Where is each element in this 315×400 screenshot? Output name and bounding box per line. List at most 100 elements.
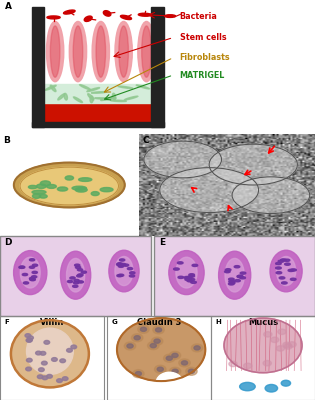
Ellipse shape bbox=[37, 184, 46, 188]
Ellipse shape bbox=[119, 259, 125, 261]
Ellipse shape bbox=[154, 339, 160, 343]
Ellipse shape bbox=[172, 353, 178, 358]
Ellipse shape bbox=[72, 186, 86, 190]
Ellipse shape bbox=[11, 320, 89, 387]
Ellipse shape bbox=[67, 280, 73, 283]
Ellipse shape bbox=[138, 13, 152, 16]
Bar bbox=[32, 7, 44, 127]
Ellipse shape bbox=[47, 374, 52, 378]
Ellipse shape bbox=[232, 177, 310, 214]
Ellipse shape bbox=[160, 379, 167, 383]
Ellipse shape bbox=[240, 277, 245, 279]
Ellipse shape bbox=[174, 268, 179, 270]
Ellipse shape bbox=[32, 194, 41, 198]
Ellipse shape bbox=[78, 274, 83, 276]
Ellipse shape bbox=[170, 377, 176, 381]
Ellipse shape bbox=[130, 272, 135, 274]
Ellipse shape bbox=[92, 22, 110, 82]
Ellipse shape bbox=[229, 278, 234, 280]
Ellipse shape bbox=[265, 384, 278, 392]
Text: D: D bbox=[4, 238, 12, 247]
Ellipse shape bbox=[284, 259, 290, 261]
Ellipse shape bbox=[144, 141, 221, 178]
Ellipse shape bbox=[124, 96, 138, 100]
Ellipse shape bbox=[73, 26, 83, 77]
Ellipse shape bbox=[133, 370, 144, 378]
Ellipse shape bbox=[225, 258, 244, 292]
Bar bbox=[151, 7, 164, 127]
Ellipse shape bbox=[185, 278, 191, 280]
Bar bbox=[44, 84, 151, 103]
Ellipse shape bbox=[131, 334, 143, 342]
Ellipse shape bbox=[136, 85, 149, 89]
Ellipse shape bbox=[155, 328, 162, 332]
Ellipse shape bbox=[62, 377, 68, 380]
Ellipse shape bbox=[30, 259, 35, 261]
Ellipse shape bbox=[155, 365, 166, 373]
Ellipse shape bbox=[19, 266, 24, 268]
Text: B: B bbox=[3, 136, 10, 145]
Ellipse shape bbox=[69, 22, 87, 82]
Ellipse shape bbox=[186, 367, 197, 375]
Ellipse shape bbox=[240, 382, 255, 391]
Ellipse shape bbox=[75, 264, 80, 266]
Ellipse shape bbox=[276, 272, 282, 274]
Ellipse shape bbox=[169, 352, 181, 359]
Ellipse shape bbox=[80, 85, 90, 90]
Ellipse shape bbox=[64, 93, 67, 100]
Ellipse shape bbox=[60, 359, 66, 363]
Ellipse shape bbox=[169, 367, 181, 375]
Ellipse shape bbox=[237, 275, 243, 278]
Text: MATRIGEL: MATRIGEL bbox=[180, 70, 225, 80]
Ellipse shape bbox=[28, 185, 37, 189]
Ellipse shape bbox=[96, 26, 106, 77]
Ellipse shape bbox=[228, 283, 234, 285]
Ellipse shape bbox=[283, 342, 291, 348]
Ellipse shape bbox=[60, 251, 91, 299]
Ellipse shape bbox=[23, 282, 29, 284]
Ellipse shape bbox=[73, 282, 79, 284]
Ellipse shape bbox=[189, 278, 195, 281]
Ellipse shape bbox=[152, 337, 163, 345]
Ellipse shape bbox=[14, 162, 125, 208]
Ellipse shape bbox=[76, 266, 81, 268]
Ellipse shape bbox=[194, 346, 200, 350]
Ellipse shape bbox=[81, 271, 87, 273]
Ellipse shape bbox=[121, 264, 126, 266]
Ellipse shape bbox=[32, 190, 46, 194]
Ellipse shape bbox=[191, 344, 203, 352]
Ellipse shape bbox=[58, 94, 65, 100]
Ellipse shape bbox=[127, 268, 133, 270]
Ellipse shape bbox=[73, 285, 78, 287]
Ellipse shape bbox=[225, 270, 230, 273]
Ellipse shape bbox=[281, 380, 290, 386]
Ellipse shape bbox=[14, 250, 47, 294]
Ellipse shape bbox=[237, 276, 243, 278]
Ellipse shape bbox=[32, 264, 38, 266]
Ellipse shape bbox=[229, 280, 234, 282]
Ellipse shape bbox=[100, 97, 115, 100]
Ellipse shape bbox=[163, 354, 175, 362]
Ellipse shape bbox=[191, 281, 196, 284]
Ellipse shape bbox=[36, 351, 41, 355]
Ellipse shape bbox=[291, 269, 296, 271]
Ellipse shape bbox=[26, 367, 32, 371]
Ellipse shape bbox=[115, 256, 133, 286]
Ellipse shape bbox=[276, 262, 281, 265]
Ellipse shape bbox=[229, 361, 237, 367]
Ellipse shape bbox=[117, 318, 205, 381]
Ellipse shape bbox=[178, 276, 184, 278]
Ellipse shape bbox=[158, 377, 169, 385]
Ellipse shape bbox=[75, 188, 87, 192]
Ellipse shape bbox=[111, 100, 126, 102]
Ellipse shape bbox=[77, 269, 83, 271]
Ellipse shape bbox=[184, 276, 190, 279]
Ellipse shape bbox=[78, 281, 83, 283]
Ellipse shape bbox=[37, 375, 43, 379]
Ellipse shape bbox=[117, 263, 122, 266]
Ellipse shape bbox=[150, 344, 156, 348]
Ellipse shape bbox=[166, 356, 172, 360]
Ellipse shape bbox=[39, 194, 47, 198]
Ellipse shape bbox=[127, 344, 133, 348]
Ellipse shape bbox=[134, 336, 140, 340]
